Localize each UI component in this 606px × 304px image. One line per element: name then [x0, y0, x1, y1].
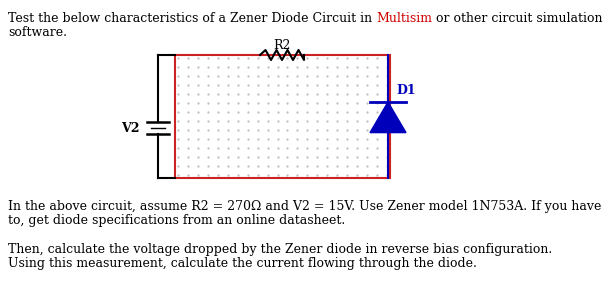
- Bar: [175, 55, 390, 178]
- Text: to, get diode specifications from an online datasheet.: to, get diode specifications from an onl…: [8, 214, 345, 227]
- Text: Then, calculate the voltage dropped by the Zener diode in reverse bias configura: Then, calculate the voltage dropped by t…: [8, 243, 552, 256]
- Text: or other circuit simulation: or other circuit simulation: [432, 12, 602, 25]
- Text: software.: software.: [8, 26, 67, 39]
- Text: In the above circuit, assume R2 = 270Ω and V2 = 15V. Use Zener model 1N753A. If : In the above circuit, assume R2 = 270Ω a…: [8, 200, 601, 213]
- Text: R2: R2: [273, 39, 291, 52]
- Polygon shape: [370, 102, 406, 133]
- Text: Test the below characteristics of a Zener Diode Circuit in: Test the below characteristics of a Zene…: [8, 12, 376, 25]
- Text: Multisim: Multisim: [376, 12, 432, 25]
- Text: D1: D1: [396, 84, 416, 97]
- Text: Using this measurement, calculate the current flowing through the diode.: Using this measurement, calculate the cu…: [8, 257, 477, 270]
- Text: V2: V2: [121, 123, 140, 136]
